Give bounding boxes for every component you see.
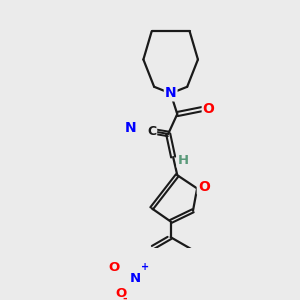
Text: N: N <box>130 272 141 285</box>
Text: -: - <box>122 294 127 300</box>
Text: O: O <box>115 287 127 300</box>
Text: +: + <box>141 262 149 272</box>
Text: H: H <box>178 154 189 167</box>
Text: N: N <box>124 121 136 135</box>
Text: O: O <box>198 180 210 194</box>
Text: O: O <box>109 261 120 274</box>
Text: C: C <box>147 125 156 138</box>
Text: O: O <box>203 102 214 116</box>
Text: N: N <box>165 86 176 100</box>
